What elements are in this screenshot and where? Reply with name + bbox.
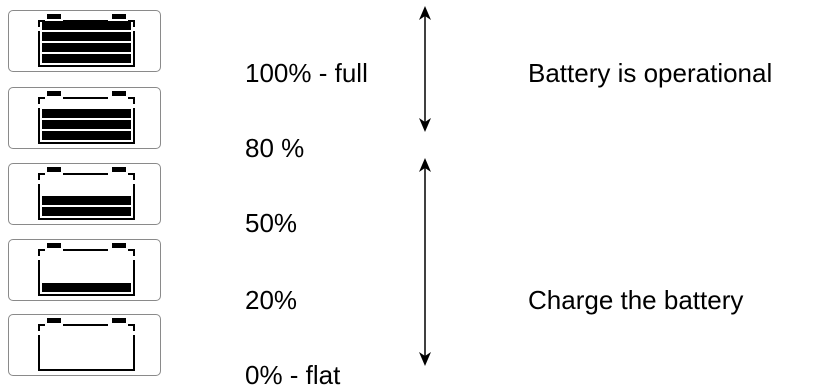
battery-case-body — [38, 108, 135, 144]
battery-case-body — [38, 31, 135, 67]
level-label-50: 50% — [245, 208, 298, 238]
battery-case-top — [38, 249, 135, 256]
charge-bar — [42, 21, 131, 30]
battery-case-body — [38, 335, 135, 371]
battery-terminal — [112, 91, 126, 96]
battery-panel-80 — [8, 87, 161, 149]
battery-terminal — [112, 243, 126, 248]
level-label-20: 20% — [245, 285, 298, 315]
level-label-0: 0% - flat — [245, 360, 341, 390]
battery-terminal — [112, 167, 126, 172]
charge-bar — [42, 109, 131, 118]
battery-icon-100 — [38, 14, 135, 67]
level-label-100: 100% - full — [245, 58, 368, 88]
battery-terminal — [47, 243, 61, 248]
battery-case-top — [38, 324, 135, 331]
battery-terminal — [47, 91, 61, 96]
battery-icon-20 — [38, 243, 135, 296]
battery-icon-50 — [38, 167, 135, 220]
battery-panel-100 — [8, 10, 161, 72]
battery-terminal — [47, 318, 61, 323]
charge-note: Charge the battery — [528, 285, 744, 315]
battery-case-body — [38, 184, 135, 220]
battery-terminal — [112, 14, 126, 19]
battery-case-body — [38, 260, 135, 296]
charge-bar — [42, 131, 131, 140]
charge-bar — [42, 120, 131, 129]
battery-terminal — [47, 167, 61, 172]
battery-panel-0 — [8, 314, 161, 376]
charge-range-arrow — [419, 158, 431, 366]
operational-range-arrow — [419, 6, 431, 132]
battery-panel-20 — [8, 239, 161, 301]
battery-icon-80 — [38, 91, 135, 144]
charge-bar — [42, 207, 131, 216]
battery-case-top — [38, 173, 135, 180]
operational-note: Battery is operational — [528, 58, 773, 88]
charge-bar — [42, 43, 131, 52]
level-label-80: 80 % — [245, 133, 305, 163]
charge-bar — [42, 32, 131, 41]
charge-bar — [42, 196, 131, 205]
battery-icon-0 — [38, 318, 135, 371]
battery-terminal — [47, 14, 61, 19]
battery-case-top — [38, 97, 135, 104]
charge-bar — [42, 54, 131, 63]
charge-bar — [42, 283, 131, 292]
battery-panel-50 — [8, 163, 161, 225]
battery-terminal — [112, 318, 126, 323]
